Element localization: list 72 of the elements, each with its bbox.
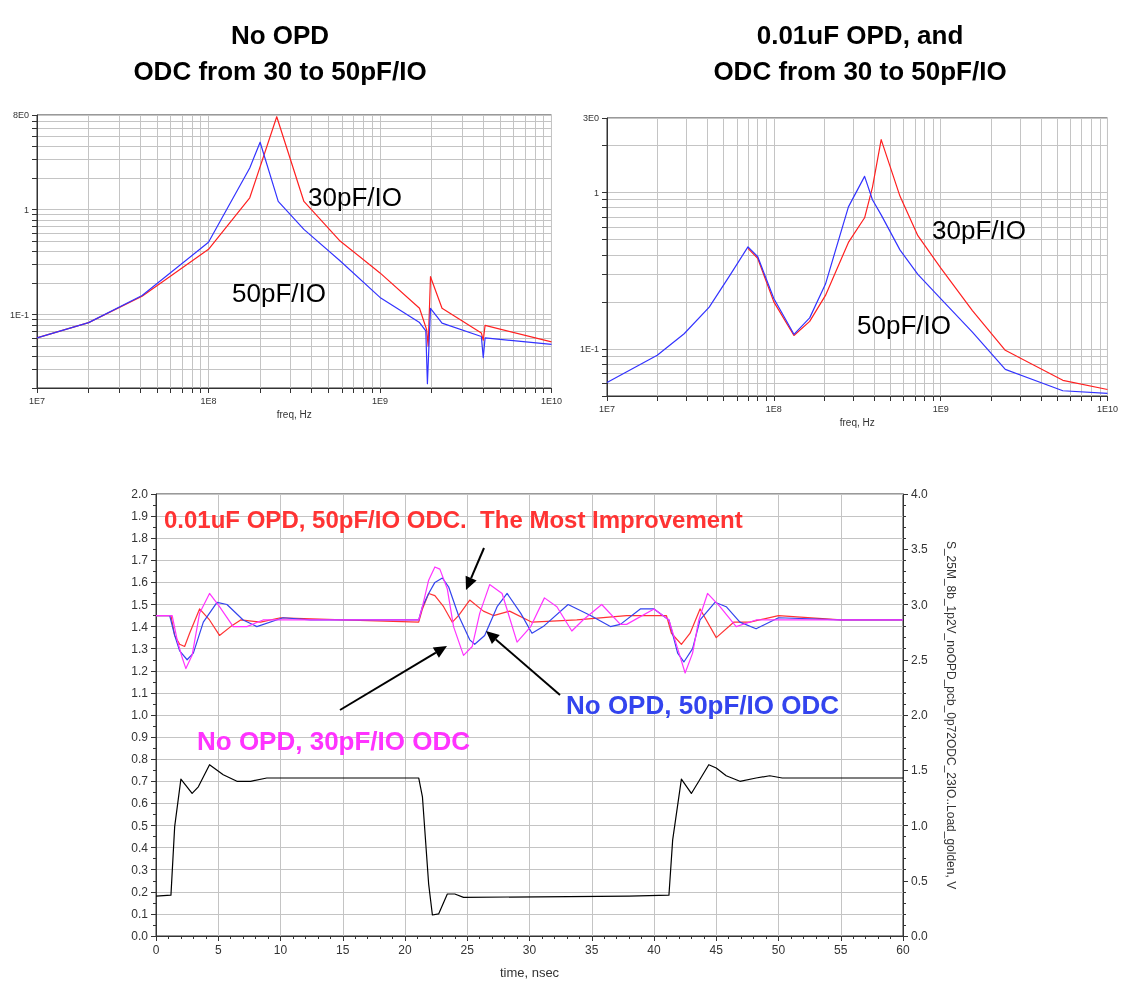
- y-tick-label: 0.4: [131, 840, 149, 855]
- x-tick-label: 20: [398, 943, 412, 957]
- y-tick-label: 1: [593, 187, 599, 198]
- x-tick-label: 50: [771, 943, 786, 957]
- y2-tick-label: 4.0: [911, 487, 929, 501]
- y-tick-label: 1.2: [131, 663, 149, 678]
- y-tick-label: 1: [23, 204, 29, 215]
- y-tick-label: 1.9: [131, 509, 149, 524]
- line-series: [155, 566, 904, 674]
- x-tick-label: 1E10: [540, 395, 563, 406]
- x-tick-label: 1E8: [200, 395, 217, 406]
- x-tick-label: 1E7: [28, 395, 46, 406]
- y-tick-label: 0.2: [131, 884, 149, 899]
- x-axis-title: freq, Hz: [839, 417, 875, 429]
- x-tick-label: 40: [647, 943, 661, 957]
- y-tick-label: 1.7: [131, 553, 149, 568]
- series-label: 30pF/IO: [308, 182, 402, 212]
- x-tick-label: 5: [214, 943, 222, 957]
- y2-tick-label: 1.0: [911, 818, 929, 833]
- y-tick-label: 0.3: [131, 862, 149, 877]
- x-tick-label: 45: [709, 943, 724, 957]
- y-tick-label: 1.4: [131, 619, 149, 634]
- y2-tick-label: 3.0: [911, 597, 929, 612]
- y2-tick-label: 1.5: [911, 763, 929, 778]
- x-tick-label: 60: [896, 943, 910, 957]
- y-tick-label: 0.1: [131, 906, 149, 921]
- y2-tick-label: 0.0: [911, 929, 929, 943]
- series-label: No OPD, 50pF/IO ODC: [566, 690, 840, 720]
- x-tick-label: 10: [273, 943, 288, 957]
- y-tick-label: 0.9: [131, 730, 149, 745]
- chart-title: 0.01uF OPD, and ODC from 30 to 50pF/IO: [713, 20, 1007, 86]
- y-tick-label: 1E-1: [9, 309, 29, 320]
- y-tick-label: 0.6: [131, 796, 149, 811]
- y-tick-label: 2.0: [131, 487, 149, 501]
- x-tick-label: 0: [152, 943, 160, 957]
- y-tick-label: 1.1: [131, 685, 149, 700]
- x-tick-label: 15: [336, 943, 350, 957]
- y-tick-label: 0.0: [131, 929, 149, 943]
- y2-tick-label: 3.5: [911, 542, 929, 557]
- x-tick-label: 1E9: [371, 395, 388, 406]
- chart-title: No OPD ODC from 30 to 50pF/IO: [133, 20, 427, 86]
- y2-axis-title: S_25M_8b_1p2V_noOPD_pcb_0p72ODC_23IO..Load_golden, V: [944, 540, 958, 890]
- y-tick-label: 1.0: [131, 708, 149, 722]
- y2-tick-label: 2.5: [911, 652, 929, 667]
- y-tick-label: 8E0: [12, 110, 29, 120]
- y-tick-label: 1.3: [131, 641, 149, 656]
- x-tick-label: 1E9: [932, 403, 949, 414]
- x-axis-title: time, nsec: [499, 965, 560, 980]
- series-label: 50pF/IO: [232, 278, 326, 308]
- series-label: 50pF/IO: [857, 310, 951, 340]
- x-tick-label: 1E7: [598, 403, 616, 414]
- x-tick-label: 55: [834, 943, 848, 957]
- x-tick-label: 25: [460, 943, 475, 957]
- x-tick-label: 35: [585, 943, 599, 957]
- y-tick-label: 0.8: [131, 752, 149, 767]
- x-tick-label: 1E10: [1096, 403, 1119, 414]
- y-tick-label: 1.5: [131, 597, 149, 612]
- y-tick-label: 1E-1: [579, 343, 599, 354]
- y-tick-label: 1.6: [131, 575, 149, 590]
- y-tick-label: 0.7: [131, 774, 149, 789]
- y2-tick-label: 2.0: [911, 708, 929, 722]
- y-tick-label: 1.8: [131, 531, 149, 546]
- x-tick-label: 1E8: [765, 403, 782, 414]
- series-label: 30pF/IO: [932, 215, 1026, 245]
- line-series: [155, 764, 904, 916]
- text: 0.01uF OPD, 50pF/IO ODC. The Most Improvement: [164, 506, 743, 533]
- x-axis-title: freq, Hz: [276, 409, 312, 421]
- y-tick-label: 3E0: [582, 113, 599, 123]
- x-tick-label: 30: [522, 943, 537, 957]
- y-tick-label: 0.5: [131, 818, 149, 833]
- text: No OPD, 30pF/IO ODC: [197, 726, 471, 756]
- y2-tick-label: 0.5: [911, 873, 929, 888]
